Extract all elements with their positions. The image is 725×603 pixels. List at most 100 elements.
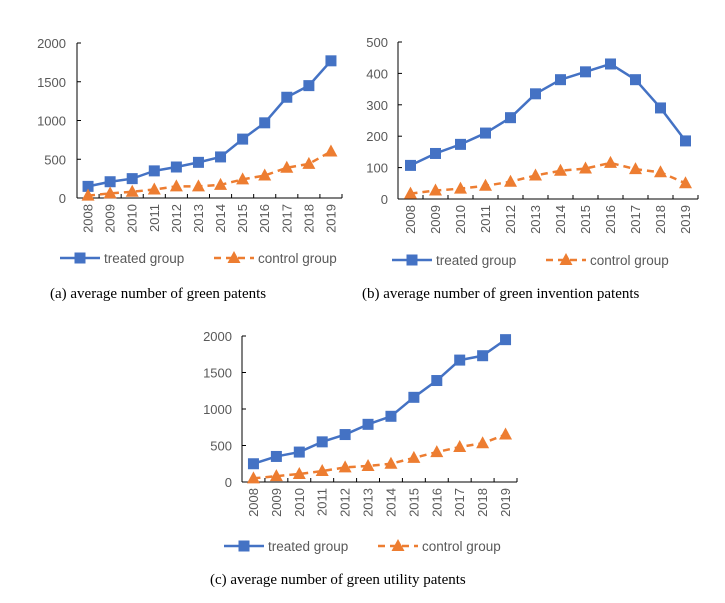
data-point: [555, 74, 566, 86]
x-tick-label: 2008: [403, 205, 418, 234]
x-tick-label: 2012: [169, 204, 184, 233]
y-tick-label: 0: [59, 191, 66, 206]
x-tick-label: 2011: [315, 488, 330, 516]
legend-marker: [74, 252, 86, 264]
legend: treated group control group: [392, 253, 669, 268]
x-tick-label: 2014: [553, 205, 568, 234]
data-point: [579, 161, 592, 174]
data-point: [259, 117, 271, 129]
data-point: [554, 163, 567, 176]
data-point: [258, 168, 272, 181]
x-tick-label: 2015: [578, 205, 593, 234]
y-tick-label: 1000: [203, 402, 232, 417]
data-point: [247, 458, 259, 470]
x-tick-label: 2016: [257, 204, 272, 233]
x-tick-label: 2013: [361, 488, 376, 517]
data-point: [455, 138, 466, 150]
data-point: [362, 418, 374, 430]
data-point: [430, 445, 444, 458]
x-tick-label: 2013: [528, 205, 543, 234]
y-tick-label: 1000: [37, 114, 66, 129]
data-point: [499, 427, 513, 440]
data-point: [147, 182, 161, 195]
y-tick-label: 200: [366, 129, 388, 144]
data-point: [293, 446, 305, 458]
y-tick-label: 0: [225, 475, 232, 490]
data-point: [192, 156, 204, 168]
y-tick-label: 500: [366, 35, 388, 50]
series-control: [81, 144, 338, 201]
series-line: [410, 161, 687, 195]
series-line: [87, 150, 332, 197]
data-point: [655, 102, 666, 114]
x-tick-label: 2017: [628, 205, 643, 234]
data-point: [429, 183, 442, 196]
data-point: [270, 450, 282, 462]
caption-c: (c) average number of green utility pate…: [210, 572, 466, 588]
data-point: [315, 464, 329, 477]
data-point: [605, 58, 616, 70]
legend-marker: [238, 540, 250, 552]
data-point: [104, 176, 116, 188]
x-tick-label: 2009: [103, 204, 118, 233]
data-point: [361, 458, 375, 471]
data-point: [431, 375, 443, 387]
data-point: [500, 334, 512, 346]
y-tick-label: 0: [381, 192, 388, 207]
data-point: [236, 172, 250, 185]
x-tick-label: 2008: [246, 488, 261, 517]
legend-item-treated: treated group: [60, 251, 184, 266]
data-point: [324, 144, 338, 157]
legend-marker: [391, 539, 405, 551]
data-point: [281, 91, 293, 103]
legend-label: control group: [422, 539, 501, 554]
data-point: [214, 177, 228, 190]
data-point: [81, 188, 95, 201]
data-point: [303, 80, 315, 92]
legend-item-treated: treated group: [392, 253, 516, 268]
x-tick-label: 2009: [428, 205, 443, 234]
data-point: [325, 55, 337, 67]
data-point: [477, 350, 489, 362]
legend-label: control group: [258, 251, 337, 266]
data-point: [580, 66, 591, 78]
x-tick-label: 2016: [603, 205, 618, 234]
series-control: [246, 427, 513, 484]
data-point: [302, 156, 316, 169]
y-tick-label: 500: [44, 152, 66, 167]
legend-label: treated group: [268, 539, 348, 554]
chart-a: 0 500 1000 1500 2000 2008 2009 2010 2011 2012 2013…: [37, 36, 343, 266]
data-point: [476, 436, 490, 449]
x-tick-label: 2010: [453, 205, 468, 234]
data-point: [453, 439, 467, 452]
legend-label: treated group: [104, 251, 184, 266]
x-tick-label: 2008: [81, 204, 96, 233]
legend-label: control group: [590, 253, 669, 268]
legend: treated group control group: [224, 539, 501, 554]
data-point: [103, 186, 117, 199]
data-point: [148, 165, 160, 177]
x-tick-label: 2018: [475, 488, 490, 517]
caption-a: (a) average number of green patents: [50, 286, 267, 302]
data-point: [316, 436, 328, 448]
chart-b: 0 100 200 300 400 500 2008 2009 2010 2011 2012 2013…: [366, 35, 699, 268]
data-point: [630, 74, 641, 86]
y-tick-label: 100: [366, 161, 388, 176]
data-point: [280, 160, 294, 173]
legend-item-treated: treated group: [224, 539, 348, 554]
series-treated: [82, 55, 337, 192]
data-point: [339, 429, 351, 441]
data-point: [679, 176, 692, 189]
data-point: [530, 88, 541, 100]
series-line: [409, 62, 687, 167]
legend-marker: [559, 253, 573, 265]
x-tick-label: 2011: [478, 205, 493, 233]
data-point: [405, 159, 416, 171]
data-point: [480, 127, 491, 139]
x-tick-label: 2013: [191, 204, 206, 233]
legend-label: treated group: [436, 253, 516, 268]
data-point: [384, 456, 398, 469]
data-point: [505, 112, 516, 124]
data-point: [82, 180, 94, 192]
